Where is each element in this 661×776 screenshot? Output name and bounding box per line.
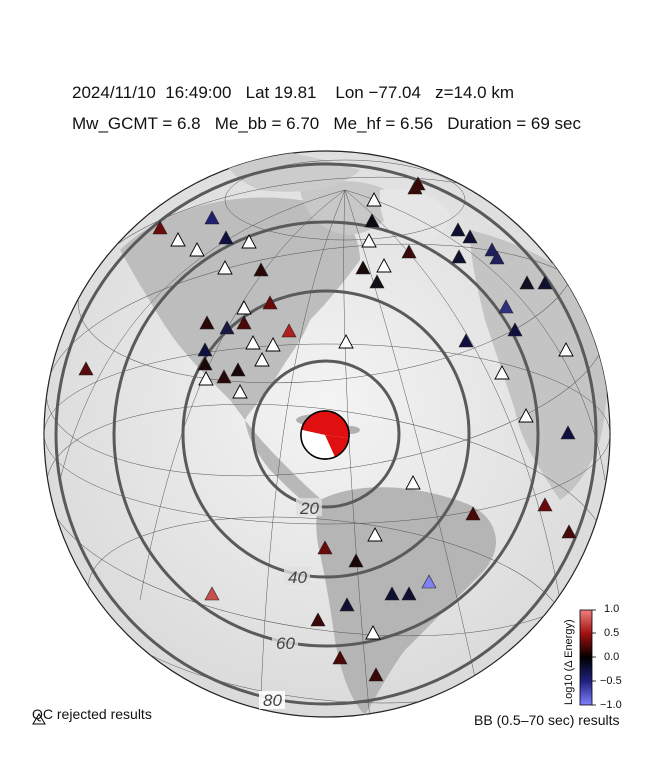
station-marker [332,650,348,665]
station-qc-rejected-marker [366,192,382,207]
station-qc-rejected-marker [518,408,534,423]
qc-legend-icon [32,713,46,725]
station-qc-rejected-marker [217,260,233,275]
station-marker [561,524,577,539]
station-marker [384,586,400,601]
station-marker [281,323,297,338]
station-qc-rejected-marker [265,337,281,352]
station-marker [216,369,232,384]
station-marker [498,299,514,314]
station-marker [204,210,220,225]
station-qc-rejected-marker [198,371,214,386]
station-marker [537,275,553,290]
station-qc-rejected-marker [365,625,381,640]
station-marker [410,176,426,191]
station-marker [230,362,246,377]
station-marker [219,320,235,335]
station-marker [369,274,385,289]
qc-legend-label: QC rejected results [32,706,152,722]
ring-labels: 20 40 60 80 [259,498,322,710]
distance-rings [54,162,598,706]
ring-label-20: 20 [299,499,319,518]
station-qc-rejected-marker [405,475,421,490]
station-marker [197,356,213,371]
ring-20 [251,359,401,509]
station-marker [348,553,364,568]
station-marker [519,275,535,290]
station-marker [197,342,213,357]
station-marker [355,260,371,275]
station-marker [537,497,553,512]
station-marker [204,586,220,601]
station-marker [368,667,384,682]
bb-legend-label: BB (0.5–70 sec) results [474,712,620,728]
land-masses [120,151,608,715]
station-qc-rejected-marker [189,242,205,257]
station-marker [78,361,94,376]
ring-40 [181,289,471,579]
station-markers [78,176,577,682]
station-marker [465,506,481,521]
station-marker [458,333,474,348]
station-marker [218,230,234,245]
station-marker [236,315,252,330]
station-marker [507,322,523,337]
station-marker [364,213,380,228]
ring-80 [54,162,598,706]
colorbar-ticks [592,609,596,706]
ring-label-60: 60 [276,634,295,653]
colorbar-tick-3: 0.0 [604,651,620,663]
station-marker [152,220,168,235]
station-marker [339,597,355,612]
station-qc-rejected-marker [232,384,248,399]
station-qc-rejected-marker [361,233,377,248]
station-marker [310,612,326,627]
colorbar [579,609,593,706]
station-marker [462,229,478,244]
ring-label-80: 80 [263,691,282,710]
magnitude-info-line: Mw_GCMT = 6.8 Me_bb = 6.70 Me_hf = 6.56 … [72,114,582,133]
station-marker [560,425,576,440]
focal-mechanism [300,410,350,460]
station-qc-rejected-marker [558,342,574,357]
station-marker [451,249,467,264]
station-marker [317,540,333,555]
station-qc-rejected-marker [367,527,383,542]
station-marker [401,586,417,601]
colorbar-tick-5: −1.0 [600,699,622,711]
colorbar-tick-4: −0.5 [600,675,622,687]
ring-label-40: 40 [288,568,307,587]
station-marker [253,262,269,277]
station-qc-rejected-marker [494,365,510,380]
station-marker [262,295,278,310]
station-qc-rejected-marker [245,335,261,350]
colorbar-tick-2: 0.5 [604,627,620,639]
station-marker [489,250,505,265]
station-marker [484,242,500,257]
station-marker [199,315,215,330]
station-qc-rejected-marker [376,258,392,273]
station-marker [450,222,466,237]
station-marker [401,244,417,259]
station-qc-rejected-marker [254,352,270,367]
colorbar-tick-1: 1.0 [604,603,620,615]
station-qc-rejected-marker [241,234,257,249]
station-qc-rejected-marker [338,334,354,349]
ring-60 [112,220,540,648]
station-qc-rejected-marker [236,300,252,315]
station-marker [421,574,437,589]
station-qc-rejected-marker [170,232,186,247]
colorbar-title: Log10 (Δ Energy) [563,619,575,705]
event-info-line: 2024/11/10 16:49:00 Lat 19.81 Lon −77.04… [72,83,515,102]
